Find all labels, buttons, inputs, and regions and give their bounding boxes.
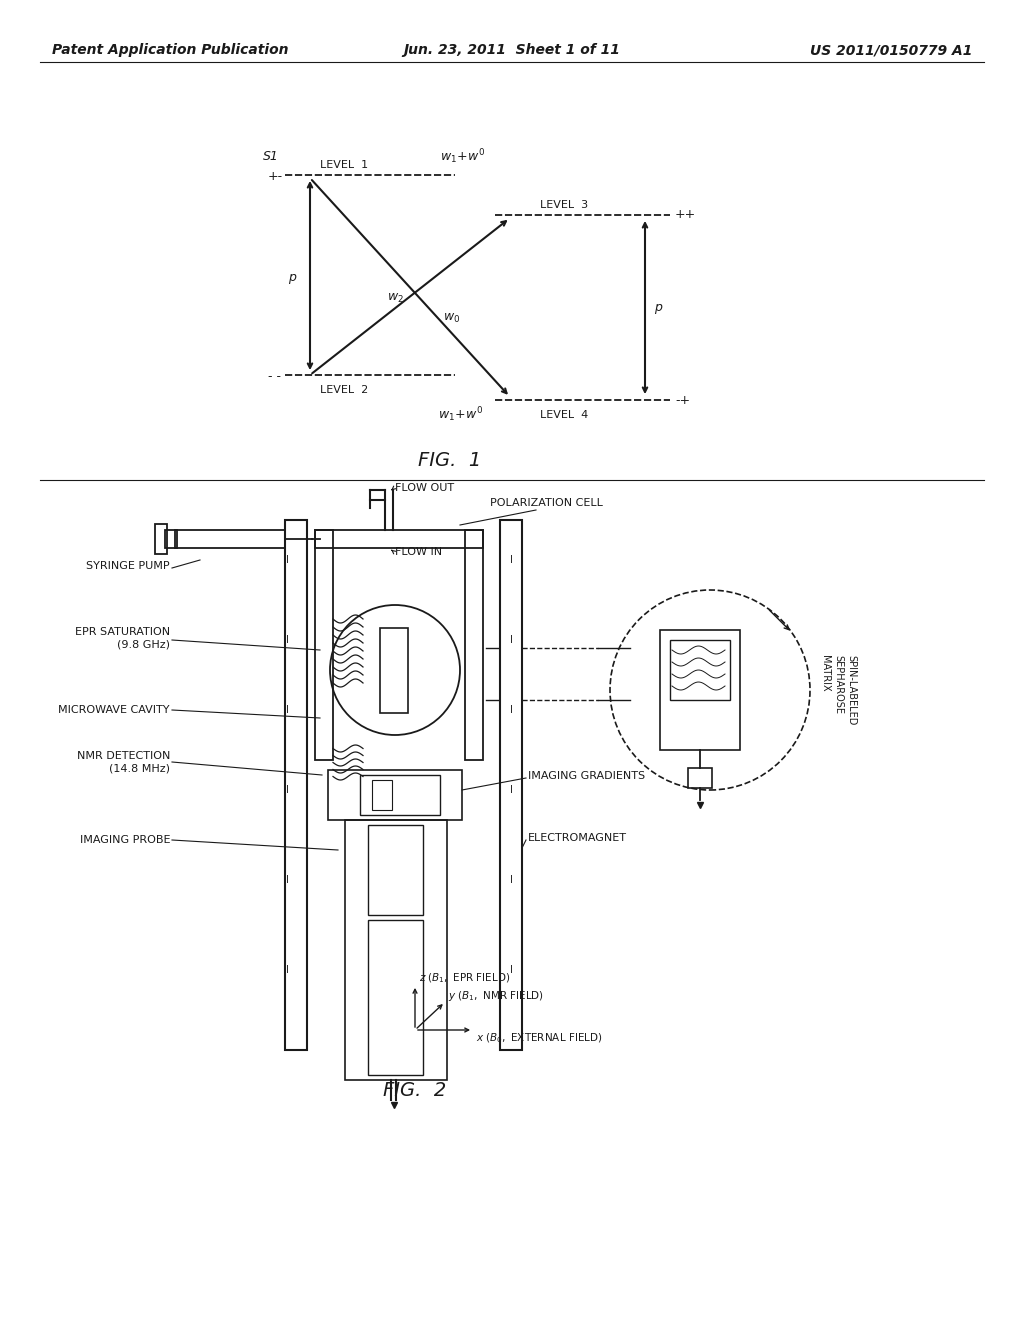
- Text: LEVEL  2: LEVEL 2: [319, 385, 369, 395]
- Text: I: I: [286, 785, 289, 795]
- Text: LEVEL  3: LEVEL 3: [540, 201, 588, 210]
- Text: I: I: [286, 635, 289, 645]
- Text: FLOW IN: FLOW IN: [395, 546, 442, 557]
- Text: -+: -+: [675, 393, 690, 407]
- Text: POLARIZATION CELL: POLARIZATION CELL: [490, 498, 603, 508]
- Bar: [328, 770, 462, 820]
- Text: $z$ $(B_1,$ EPR FIELD): $z$ $(B_1,$ EPR FIELD): [419, 972, 510, 985]
- Bar: [688, 768, 712, 788]
- Text: LEVEL  4: LEVEL 4: [540, 411, 588, 420]
- Bar: [500, 520, 522, 1049]
- Bar: [165, 531, 177, 548]
- Text: $x$ $(B_0,$ EXTERNAL FIELD): $x$ $(B_0,$ EXTERNAL FIELD): [476, 1031, 602, 1045]
- Text: LEVEL  1: LEVEL 1: [319, 160, 368, 170]
- Text: ELECTROMAGNET: ELECTROMAGNET: [528, 833, 627, 843]
- Text: EPR SATURATION
(9.8 GHz): EPR SATURATION (9.8 GHz): [75, 627, 170, 649]
- Text: I: I: [510, 705, 512, 715]
- Bar: [155, 524, 167, 554]
- Bar: [315, 531, 333, 760]
- Text: FIG.  1: FIG. 1: [419, 450, 481, 470]
- Bar: [465, 531, 483, 760]
- Text: IMAGING GRADIENTS: IMAGING GRADIENTS: [528, 771, 645, 781]
- Bar: [345, 820, 447, 1080]
- Text: p: p: [288, 271, 296, 284]
- Text: $w_1\!+\!w^0$: $w_1\!+\!w^0$: [440, 148, 485, 166]
- Text: SPIN-LABELED
SEPHAROSE
MATRIX: SPIN-LABELED SEPHAROSE MATRIX: [820, 655, 856, 725]
- Text: I: I: [286, 965, 289, 975]
- Bar: [372, 780, 392, 810]
- Text: US 2011/0150779 A1: US 2011/0150779 A1: [810, 44, 972, 57]
- Text: MICROWAVE CAVITY: MICROWAVE CAVITY: [58, 705, 170, 715]
- Bar: [368, 825, 423, 915]
- Text: I: I: [510, 875, 512, 884]
- Text: FLOW OUT: FLOW OUT: [395, 483, 454, 492]
- Bar: [285, 520, 307, 1049]
- Bar: [360, 775, 440, 814]
- Text: I: I: [510, 554, 512, 565]
- Text: I: I: [510, 965, 512, 975]
- Bar: [315, 531, 483, 548]
- Bar: [380, 628, 408, 713]
- Text: I: I: [286, 875, 289, 884]
- Text: $w_2$: $w_2$: [387, 292, 403, 305]
- Text: $w_0$: $w_0$: [443, 312, 460, 325]
- Text: FIG.  2: FIG. 2: [383, 1081, 446, 1100]
- Text: - -: - -: [268, 371, 281, 384]
- Text: NMR DETECTION
(14.8 MHz): NMR DETECTION (14.8 MHz): [77, 751, 170, 774]
- Text: IMAGING PROBE: IMAGING PROBE: [80, 836, 170, 845]
- Text: +-: +-: [268, 170, 283, 183]
- Text: I: I: [286, 705, 289, 715]
- Text: S1: S1: [263, 150, 279, 164]
- Text: I: I: [510, 785, 512, 795]
- Text: SYRINGE PUMP: SYRINGE PUMP: [86, 561, 170, 572]
- Bar: [660, 630, 740, 750]
- Text: $y$ $(B_1,$ NMR FIELD): $y$ $(B_1,$ NMR FIELD): [449, 989, 544, 1003]
- Text: Patent Application Publication: Patent Application Publication: [52, 44, 289, 57]
- Bar: [670, 640, 730, 700]
- Text: I: I: [510, 635, 512, 645]
- Text: I: I: [286, 554, 289, 565]
- Bar: [175, 531, 285, 548]
- Bar: [368, 920, 423, 1074]
- Text: ++: ++: [675, 209, 696, 222]
- Text: p: p: [654, 301, 662, 314]
- Text: $w_1\!+\!w^0$: $w_1\!+\!w^0$: [438, 405, 483, 424]
- Text: Jun. 23, 2011  Sheet 1 of 11: Jun. 23, 2011 Sheet 1 of 11: [403, 44, 621, 57]
